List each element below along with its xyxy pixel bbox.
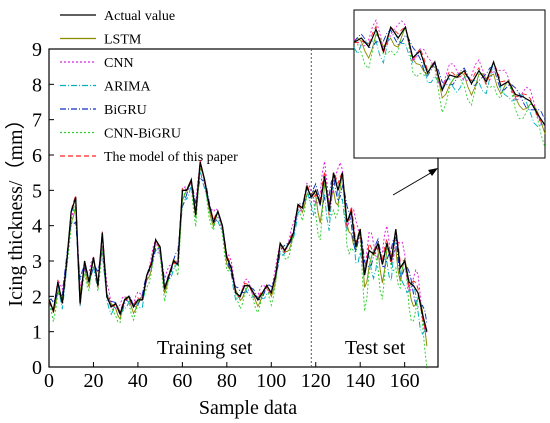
legend-entry: ARIMA	[104, 80, 152, 95]
zoom-arrow-icon	[392, 168, 438, 196]
inset-frame	[353, 9, 546, 159]
inset-series-line-1	[353, 25, 546, 126]
x-tick-label: 40	[128, 370, 148, 392]
plot-frame	[48, 48, 439, 368]
inset-series-line-7	[353, 25, 546, 126]
series-line-2	[48, 166, 428, 347]
series-line-7	[48, 159, 428, 332]
y-tick-label: 4	[32, 216, 42, 238]
series-layer	[48, 159, 428, 369]
y-axis-label: Icing thickness/（mm）	[4, 109, 27, 306]
y-tick-label: 3	[32, 251, 42, 273]
inset-series-line-5	[353, 29, 546, 121]
x-tick-label: 120	[301, 370, 331, 392]
series-line-6	[48, 165, 428, 369]
y-tick-label: 8	[32, 74, 42, 96]
legend-entry: BiGRU	[104, 103, 147, 118]
x-axis: 0 20 40 60 80 100 120 140 160	[44, 362, 420, 392]
legend-entry: CNN-BiGRU	[104, 127, 181, 142]
series-line-1	[48, 161, 428, 332]
legend-entry: CNN	[104, 56, 134, 71]
inset-series-line-3	[353, 19, 546, 126]
legend: Actual value LSTM CNN ARIMA BiGRU CNN-BiGRU Th…	[60, 9, 238, 165]
x-tick-label: 60	[172, 370, 192, 392]
y-tick-label: 6	[32, 145, 42, 167]
test-set-label: Test set	[345, 337, 406, 359]
training-set-label: Training set	[157, 337, 253, 359]
x-tick-label: 20	[83, 370, 103, 392]
x-tick-label: 80	[217, 370, 237, 392]
inset-series-layer	[353, 19, 546, 148]
y-tick-label: 2	[32, 286, 42, 308]
main-plot: 0 1 2 3 4 5 6 7 8 9 0 20 40 60 80 100 120 140 160 Trainin…	[4, 9, 439, 419]
x-tick-label: 160	[390, 370, 420, 392]
y-axis: 0 1 2 3 4 5 6 7 8 9	[32, 39, 54, 379]
series-line-5	[48, 175, 428, 324]
y-tick-label: 7	[32, 110, 42, 132]
y-tick-label: 9	[32, 39, 42, 61]
legend-entry: The model of this paper	[104, 150, 238, 165]
y-tick-label: 1	[32, 322, 42, 344]
inset-series-line-6	[353, 25, 546, 148]
y-tick-label: 5	[32, 180, 42, 202]
x-tick-label: 140	[345, 370, 375, 392]
legend-entry: LSTM	[104, 33, 142, 48]
legend-entry: Actual value	[104, 9, 175, 24]
inset-zoom	[353, 9, 546, 159]
x-axis-label: Sample data	[199, 397, 297, 419]
y-tick-label: 0	[32, 357, 42, 379]
series-line-3	[48, 161, 428, 333]
x-tick-label: 0	[44, 370, 54, 392]
x-tick-label: 100	[256, 370, 286, 392]
